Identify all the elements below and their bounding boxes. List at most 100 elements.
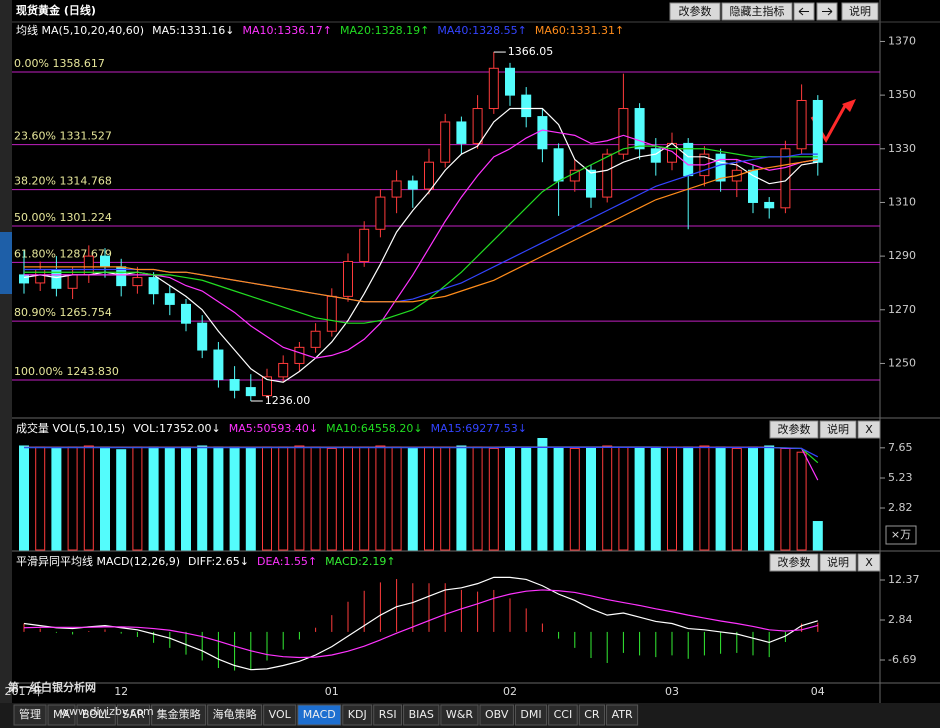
side-tab-active — [0, 232, 12, 294]
tab-label[interactable]: 海龟策略 — [213, 707, 257, 721]
tab-label[interactable]: 管理 — [19, 707, 41, 721]
candle-body — [35, 269, 46, 284]
tab[interactable] — [116, 704, 151, 726]
tab[interactable] — [207, 704, 263, 726]
tab[interactable] — [403, 704, 440, 726]
candle-body — [537, 116, 548, 150]
volume-bar — [148, 446, 159, 551]
y-tick-label: 2.84 — [888, 613, 913, 626]
ma-line — [24, 145, 818, 324]
legend-entry: 成交量 VOL(5,10,15) — [16, 421, 125, 435]
volume-bar — [343, 446, 353, 551]
volume-bar — [116, 449, 127, 551]
macd-line — [23, 576, 818, 671]
volume-bar — [35, 446, 46, 551]
button-label[interactable]: 改参数 — [679, 4, 712, 18]
candle-body — [715, 153, 726, 182]
y-tick-label: -6.69 — [888, 653, 916, 666]
tab[interactable] — [342, 704, 373, 726]
y-tick-label: 5.23 — [888, 471, 913, 484]
tab-label[interactable]: OBV — [485, 708, 509, 721]
y-tick-label: 1350 — [888, 88, 916, 101]
volume-bar — [780, 447, 791, 551]
extreme-label: 1236.00 — [265, 394, 311, 407]
tab-label[interactable]: 集金策略 — [157, 707, 201, 721]
candle-body — [391, 180, 402, 198]
tab-label[interactable]: BIAS — [409, 708, 434, 721]
tab-label[interactable]: BOLL — [82, 708, 111, 721]
volume-bar — [650, 447, 661, 551]
tab[interactable] — [47, 704, 76, 726]
button-label[interactable]: 说明 — [849, 4, 871, 18]
tab-label[interactable]: CCI — [554, 708, 573, 721]
legend-entry: MA60:1331.31↑ — [535, 24, 624, 37]
candle-body — [764, 201, 775, 209]
tab-label[interactable]: MA — [53, 708, 70, 721]
button[interactable] — [721, 2, 793, 21]
button[interactable] — [857, 553, 881, 572]
tab[interactable] — [263, 704, 297, 726]
chart-title: 现货黄金 (日线) — [16, 3, 96, 17]
tab[interactable] — [479, 704, 514, 726]
tab[interactable] — [373, 704, 403, 726]
volume-bar — [164, 447, 175, 551]
volume-bar — [812, 521, 823, 551]
volume-bar — [764, 445, 775, 551]
candle-body — [780, 148, 791, 209]
y-tick-label: 1370 — [888, 34, 916, 47]
legend-entry: MA5:1331.16↓ — [152, 24, 234, 37]
volume-bar — [132, 446, 143, 551]
volume-bar — [51, 447, 62, 551]
candle-body — [488, 67, 499, 110]
tab[interactable] — [578, 704, 606, 726]
button[interactable] — [769, 420, 819, 439]
volume-ma-line — [24, 446, 819, 458]
button[interactable] — [841, 2, 879, 21]
candle-body — [148, 277, 159, 295]
tab-label[interactable]: MACD — [303, 708, 336, 721]
tab-label[interactable]: RSI — [379, 708, 397, 721]
tab[interactable] — [76, 704, 116, 726]
volume-bar — [618, 446, 629, 551]
tab[interactable] — [151, 704, 207, 726]
button-label[interactable]: X — [865, 556, 873, 569]
button[interactable] — [857, 420, 881, 439]
tab[interactable] — [514, 704, 548, 726]
candle-body — [262, 376, 272, 397]
candle-body — [521, 94, 532, 118]
tab[interactable] — [548, 704, 578, 726]
tab[interactable] — [606, 704, 639, 726]
volume-bar — [715, 446, 726, 551]
tab[interactable] — [297, 704, 342, 726]
fib-label: 38.20% 1314.768 — [14, 175, 112, 188]
button[interactable] — [819, 553, 857, 572]
volume-bar — [359, 446, 370, 551]
y-tick-label: 1250 — [888, 356, 916, 369]
volume-bar — [391, 446, 402, 551]
button-label[interactable]: 隐藏主指标 — [730, 4, 785, 18]
volume-bar — [197, 445, 208, 551]
legend-entry: MA5:50593.40↓ — [229, 422, 318, 435]
button-label[interactable]: 说明 — [827, 555, 849, 569]
tab-label[interactable]: SAR — [122, 708, 145, 721]
volume-bar — [440, 446, 451, 551]
button[interactable] — [669, 2, 721, 21]
button-label[interactable]: X — [865, 423, 873, 436]
volume-bar — [505, 446, 515, 551]
tab-label[interactable]: W&R — [446, 708, 473, 721]
tab-label[interactable]: KDJ — [348, 708, 367, 721]
button-label[interactable]: 改参数 — [778, 555, 811, 569]
candle-body — [602, 153, 613, 198]
tab-label[interactable]: VOL — [269, 708, 292, 721]
button[interactable] — [819, 420, 857, 439]
tab[interactable] — [13, 704, 47, 726]
button-label[interactable]: 说明 — [827, 422, 849, 436]
tab-label[interactable]: CR — [584, 708, 600, 721]
tab-label[interactable]: DMI — [520, 708, 541, 721]
candle-body — [440, 121, 451, 163]
tab-label[interactable]: ATR — [612, 708, 633, 721]
button[interactable] — [769, 553, 819, 572]
x-tick-label: 12 — [114, 685, 128, 698]
tab[interactable] — [440, 704, 479, 726]
button-label[interactable]: 改参数 — [778, 422, 811, 436]
